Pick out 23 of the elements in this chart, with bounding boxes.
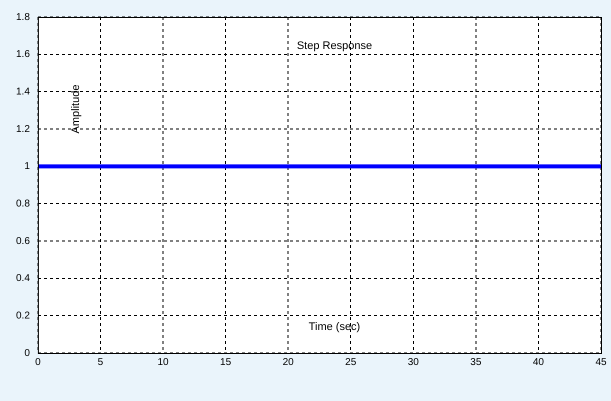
x-tick-label: 5 <box>98 356 104 368</box>
x-tick-label: 15 <box>220 356 232 368</box>
y-tick-label: 0.2 <box>16 310 30 322</box>
x-tick-label: 30 <box>408 356 420 368</box>
y-tick-label: 0.4 <box>16 273 30 284</box>
y-tick-label: 0.8 <box>16 198 30 210</box>
x-tick-label: 0 <box>35 356 42 368</box>
x-tick-label: 40 <box>532 356 544 368</box>
x-tick-label: 10 <box>157 356 170 368</box>
y-tick-label: 1.2 <box>16 124 30 135</box>
y-tick-label: 0 <box>24 348 30 359</box>
x-tick-label: 45 <box>595 356 607 368</box>
x-tick-label: 35 <box>470 356 482 368</box>
text: Step Response <box>296 40 372 52</box>
y-tick-label: 1.4 <box>16 86 30 98</box>
y-tick-label: 0.6 <box>16 236 30 247</box>
x-axis-title: Time (sec) <box>308 321 360 334</box>
y-tick-label: 1.6 <box>16 49 30 60</box>
x-tick-label: 25 <box>345 356 357 368</box>
x-tick-label: 20 <box>282 356 294 368</box>
y-axis-title: Amplitude <box>70 84 82 134</box>
y-tick-label: 1 <box>24 161 30 172</box>
y-tick-label: 1.8 <box>16 12 30 23</box>
